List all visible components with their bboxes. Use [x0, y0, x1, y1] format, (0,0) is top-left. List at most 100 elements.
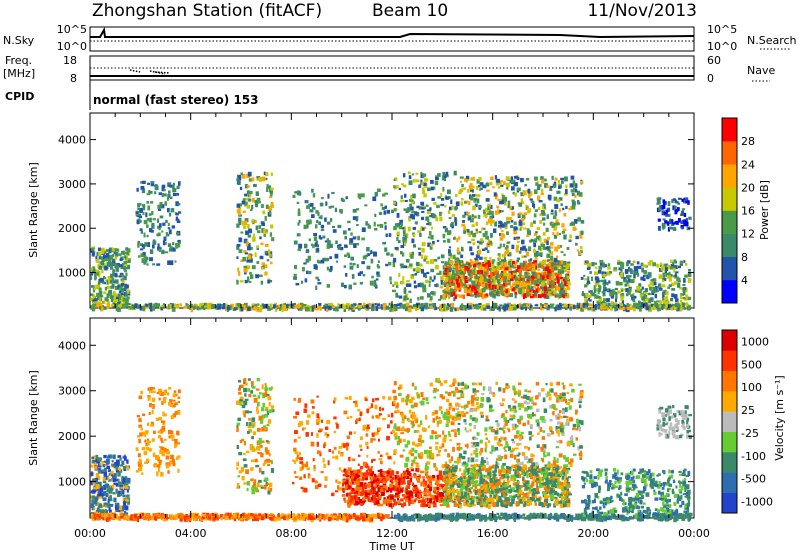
- echo-cell: [257, 395, 261, 399]
- echo-cell: [448, 267, 452, 271]
- echo-cell: [177, 455, 181, 459]
- echo-cell: [551, 266, 555, 272]
- echo-cell: [428, 280, 431, 284]
- echo-cell: [593, 285, 596, 290]
- echo-cell: [248, 243, 251, 248]
- echo-cell: [543, 213, 546, 216]
- echo-cell: [119, 283, 123, 286]
- echo-cell: [547, 291, 552, 296]
- echo-cell: [480, 184, 484, 188]
- echo-cell: [496, 305, 501, 310]
- echo-cell: [319, 202, 324, 207]
- echo-cell: [543, 178, 547, 182]
- echo-cell: [265, 171, 269, 177]
- echo-cell: [573, 182, 576, 187]
- echo-cell: [554, 210, 557, 214]
- echo-cell: [306, 219, 310, 224]
- echo-cell: [127, 258, 130, 261]
- echo-cell: [446, 288, 449, 292]
- echo-cell: [116, 491, 119, 494]
- date-label: 11/Nov/2013: [587, 1, 697, 21]
- echo-cell: [121, 475, 124, 479]
- echo-cell: [115, 468, 120, 473]
- echo-cell: [316, 433, 319, 438]
- echo-cell: [527, 209, 531, 214]
- echo-cell: [649, 282, 653, 286]
- echo-cell: [126, 489, 129, 493]
- echo-cell: [217, 305, 222, 310]
- echo-cell: [499, 210, 502, 213]
- echo-cell: [547, 276, 552, 281]
- echo-cell: [436, 239, 440, 242]
- echo-cell: [684, 262, 688, 266]
- echo-cell: [293, 439, 297, 443]
- echo-cell: [602, 307, 607, 310]
- echo-cell: [167, 227, 171, 230]
- echo-cell: [152, 452, 156, 457]
- echo-cell: [204, 305, 208, 308]
- echo-cell: [663, 292, 667, 295]
- echo-cell: [298, 452, 302, 456]
- echo-cell: [499, 243, 502, 248]
- echo-cell: [305, 461, 308, 464]
- echo-cell: [618, 307, 623, 311]
- echo-cell: [522, 288, 525, 294]
- echo-cell: [454, 193, 458, 197]
- echo-cell: [252, 197, 255, 203]
- echo-cell: [398, 272, 401, 278]
- echo-cell: [617, 259, 621, 262]
- echo-cell: [140, 230, 144, 234]
- echo-cell: [501, 195, 505, 200]
- echo-cell: [140, 253, 144, 258]
- echo-cell: [415, 179, 420, 183]
- echo-cell: [500, 179, 503, 183]
- echo-cell: [665, 263, 669, 269]
- echo-cell: [370, 517, 374, 522]
- echo-cell: [448, 217, 452, 220]
- echo-cell: [208, 306, 212, 310]
- echo-cell: [519, 272, 522, 278]
- echo-cell: [652, 262, 657, 267]
- echo-cell: [521, 265, 526, 268]
- echo-cell: [138, 424, 143, 428]
- echo-cell: [602, 303, 606, 307]
- echo-cell: [254, 515, 258, 519]
- echo-cell: [628, 268, 632, 272]
- echo-cell: [101, 492, 104, 497]
- echo-cell: [313, 233, 318, 236]
- echo-cell: [240, 516, 244, 520]
- echo-cell: [351, 458, 356, 462]
- echo-cell: [486, 285, 491, 289]
- echo-cell: [534, 304, 539, 307]
- echo-cell: [456, 285, 460, 291]
- echo-cell: [650, 304, 654, 308]
- echo-cell: [93, 303, 97, 307]
- echo-cell: [516, 275, 521, 279]
- echo-cell: [478, 241, 483, 245]
- echo-cell: [374, 404, 378, 410]
- echo-cell: [483, 282, 487, 288]
- echo-cell: [410, 274, 414, 280]
- echo-cell: [263, 461, 267, 464]
- echo-cell: [632, 260, 636, 264]
- echo-cell: [461, 267, 465, 271]
- echo-cell: [266, 259, 270, 262]
- echo-cell: [469, 219, 474, 223]
- nsearch-tick-top: 10^5: [707, 23, 737, 36]
- echo-cell: [442, 171, 446, 176]
- echo-cell: [501, 199, 504, 204]
- echo-cell: [145, 256, 149, 261]
- echo-cell: [137, 207, 140, 211]
- echo-cell: [97, 281, 101, 285]
- echo-cell: [264, 406, 269, 411]
- echo-cell: [476, 186, 479, 190]
- echo-cell: [343, 284, 347, 289]
- echo-cell: [444, 227, 448, 233]
- echo-cell: [174, 444, 177, 449]
- echo-cell: [270, 187, 274, 191]
- echo-cell: [342, 516, 347, 521]
- echo-cell: [518, 250, 522, 254]
- echo-cell: [454, 217, 457, 223]
- echo-cell: [107, 514, 111, 518]
- echo-cell: [267, 278, 271, 281]
